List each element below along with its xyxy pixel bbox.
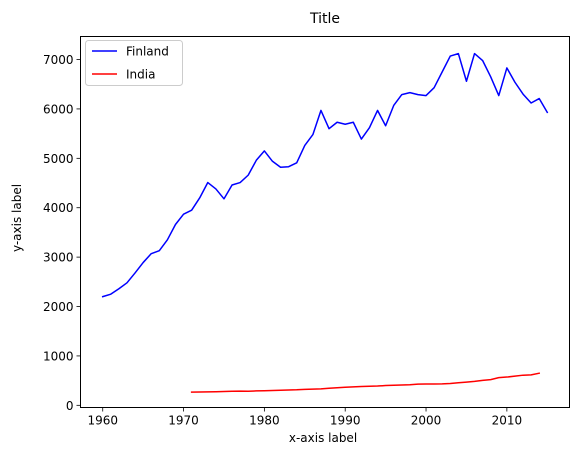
axes-frame — [80, 36, 570, 408]
x-tick-label: 1980 — [249, 414, 280, 428]
legend-label-finland: Finland — [126, 45, 169, 59]
chart-title: Title — [309, 11, 340, 27]
x-tick-label: 1970 — [168, 414, 199, 428]
x-tick-label: 1960 — [87, 414, 118, 428]
y-tick-label: 1000 — [43, 349, 74, 363]
x-tick-label: 1990 — [330, 414, 361, 428]
y-tick-label: 6000 — [43, 102, 74, 116]
x-tick-label: 2010 — [492, 414, 523, 428]
y-tick-label: 0 — [66, 399, 74, 413]
legend: Finland India — [85, 40, 183, 86]
y-axis-label: y-axis label — [10, 184, 24, 252]
y-tick-label: 5000 — [43, 152, 74, 166]
y-tick-label: 4000 — [43, 201, 74, 215]
plot-area: 1960 1970 1980 1990 2000 2010 0 1000 2000 3000 400… — [43, 52, 549, 428]
y-tick-label: 2000 — [43, 300, 74, 314]
series-line-india — [190, 372, 541, 393]
legend-label-india: India — [126, 68, 155, 82]
y-tick-label: 3000 — [43, 251, 74, 265]
x-axis-label: x-axis label — [289, 431, 357, 445]
y-tick-label: 7000 — [43, 53, 74, 67]
x-tick-label: 2000 — [411, 414, 442, 428]
series-line-finland — [101, 52, 549, 298]
